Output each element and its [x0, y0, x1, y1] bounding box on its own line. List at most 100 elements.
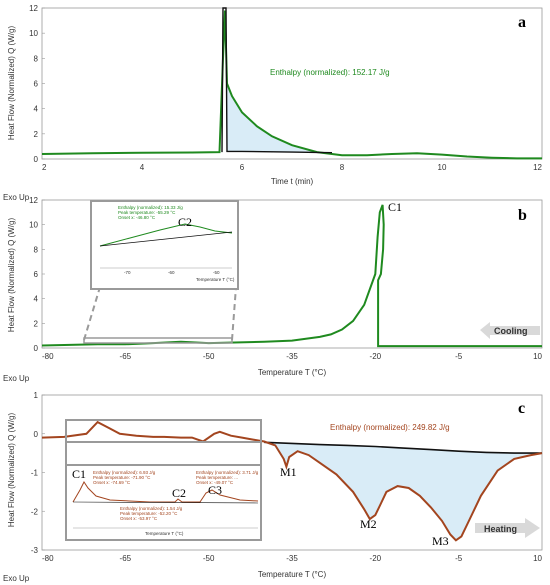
panel-a-frame: [41, 7, 543, 160]
panel-c-ytick: -2: [31, 507, 39, 516]
panel-b-xtick: 10: [533, 352, 542, 361]
panel-c-xtick: -5: [455, 554, 463, 563]
panel-c-inset-c2-3: Onset x: -53.97 °C: [120, 516, 158, 521]
panel-a-xlabel: Time t (min): [271, 177, 314, 186]
panel-c-xtick: -35: [286, 554, 298, 563]
panel-a-ytick: 6: [34, 80, 39, 89]
panel-c-inset-peak-c1: C1: [72, 467, 86, 481]
panel-c-xtick: -20: [370, 554, 382, 563]
panel-b-ytick: 6: [34, 270, 39, 279]
panel-c-brown-curve: [41, 420, 543, 542]
panel-b-ytick: 8: [34, 245, 39, 254]
panel-a-xtick: 12: [533, 163, 542, 172]
panel-b-zoom-region: [83, 337, 233, 344]
panel-c-xtick: -65: [120, 554, 132, 563]
panel-a-green-curve: [41, 10, 542, 160]
panel-b-ytick: 2: [34, 319, 39, 328]
panel-a-ytick: 10: [29, 29, 38, 38]
panel-a-xtick: 8: [340, 163, 345, 172]
panel-b-ylabel: Heat Flow (Normalized) Q (W/g): [7, 218, 16, 333]
panel-b-xtick: -65: [120, 352, 132, 361]
panel-c-exo-up: Exo Up: [3, 574, 30, 583]
panel-c-peak-m3: M3: [432, 534, 449, 548]
panel-c-grid: [42, 394, 45, 551]
panel-c-ytick: 1: [34, 391, 39, 400]
panel-a-ytick: 12: [29, 4, 38, 13]
panel-c-xtick: -80: [42, 554, 54, 563]
panel-b-ticks: -80 -65 -50 -35 -20 -5 10 0 2 4 6 8 10 12: [29, 196, 542, 361]
panel-c-inset-curve: [72, 481, 259, 503]
panel-b-xtick: -50: [203, 352, 215, 361]
heating-arrow: Heating: [475, 518, 540, 538]
panel-c-enthalpy-annotation: Enthalpy (normalized): 249.82 J/g: [330, 423, 450, 432]
panel-b-inset-baseline: [99, 231, 233, 247]
panel-a-ylabel: Heat Flow (Normalized) Q (W/g): [7, 26, 16, 141]
panel-b-xtick: -35: [286, 352, 298, 361]
panel-c-ytick: 0: [34, 430, 39, 439]
panel-b-ytick: 12: [29, 196, 38, 205]
panel-c-inset-peak-c2: C2: [172, 486, 186, 500]
panel-b-label: b: [518, 207, 527, 224]
panel-b-ytick: 4: [34, 295, 39, 304]
panel-b-inset-curve: [99, 223, 233, 247]
panel-b-ytick: 0: [34, 344, 39, 353]
panel-b-peak-c1: C1: [388, 200, 402, 214]
panel-a-label: a: [518, 14, 526, 31]
panel-c-inset-c2-2: Peak temperature: -52.20 °C: [120, 511, 178, 516]
panel-b-inset-xlabel: Temperature T (°C): [196, 277, 235, 282]
panel-c-inset-c2-1: Enthalpy (normalized): 1.54 J/g: [120, 506, 183, 511]
panel-a-ytick: 4: [34, 105, 39, 114]
heating-arrow-label: Heating: [484, 524, 517, 534]
panel-a-enthalpy-annotation: Enthalpy (normalized): 152.17 J/g: [270, 68, 390, 77]
cooling-arrow: Cooling: [480, 322, 540, 339]
panel-c-inset-c1-3: Onset x: -74.69 °C: [93, 480, 131, 485]
panel-b-inset-ann-3: Onset x: -46.80 °C: [118, 215, 156, 220]
panel-c-inset-c3-1: Enthalpy (normalized): 3.71 J/g: [196, 470, 259, 475]
panel-c-label: c: [518, 400, 525, 417]
panel-c-xtick: -50: [203, 554, 215, 563]
heating-arrow-shape: [475, 518, 540, 538]
panel-b-inset-tick-3: -50: [213, 270, 220, 275]
panel-b-ytick: 10: [29, 221, 38, 230]
panel-c-inset-c3-3: Onset x: -49.07 °C: [196, 480, 234, 485]
panel-b-xtick: -5: [455, 352, 463, 361]
panel-c-inset-c1-2: Peak temperature: -71.90 °C: [93, 475, 151, 480]
panel-a-enthalpy-area: [227, 83, 332, 153]
panel-c-xlabel: Temperature T (°C): [258, 570, 327, 579]
panel-c-xtick: 10: [533, 554, 542, 563]
panel-b-grid: [42, 199, 45, 349]
panel-a-baseline-curve: [221, 7, 333, 154]
panel-b-inset-ann-2: Peak temperature: -55.29 °C: [118, 210, 176, 215]
panel-c-inset-c1-1: Enthalpy (normalized): 6.93 J/g: [93, 470, 156, 475]
cooling-arrow-shape: [480, 322, 540, 339]
panel-c-inset-baseline: [72, 501, 259, 504]
panel-a-grid: [42, 7, 45, 160]
cooling-arrow-label: Cooling: [494, 326, 528, 336]
panel-a-ytick: 8: [34, 54, 39, 63]
panel-b-exo-up: Exo Up: [3, 374, 30, 383]
panel-a-xtick: 2: [42, 163, 47, 172]
panel-b-inset-peak-c2: C2: [178, 215, 192, 229]
panel-b: -80 -65 -50 -35 -20 -5 10 0 2 4 6 8 10 12 C1 b Coolin…: [3, 196, 543, 383]
panel-a-xtick: 4: [140, 163, 145, 172]
panel-b-inset-tick-1: -70: [124, 270, 131, 275]
panel-a-xtick: 6: [240, 163, 245, 172]
panel-b-inset-connector-right: [231, 286, 237, 341]
panel-c-ylabel: Heat Flow (Normalized) Q (W/g): [7, 413, 16, 528]
panel-a-exo-up: Exo Up: [3, 193, 30, 202]
panel-a-xtick: 10: [438, 163, 447, 172]
panel-c-inset-c3-2: Peak temperature: ...: [196, 475, 238, 480]
panel-a-ytick: 2: [34, 130, 39, 139]
panel-b-inset-tick-2: -60: [168, 270, 175, 275]
panel-c-zoom-region: [65, 419, 262, 443]
panel-b-green-curve: [41, 204, 542, 348]
panel-b-inset-frame: [90, 200, 239, 290]
panel-a-ytick: 0: [34, 155, 39, 164]
panel-b-xtick: -80: [42, 352, 54, 361]
panel-c-inset: C1 C2 C3 Enthalpy (normalized): 6.93 J/g…: [65, 419, 262, 541]
panel-c-inset-xlabel: Temperature T (°C): [145, 531, 184, 536]
